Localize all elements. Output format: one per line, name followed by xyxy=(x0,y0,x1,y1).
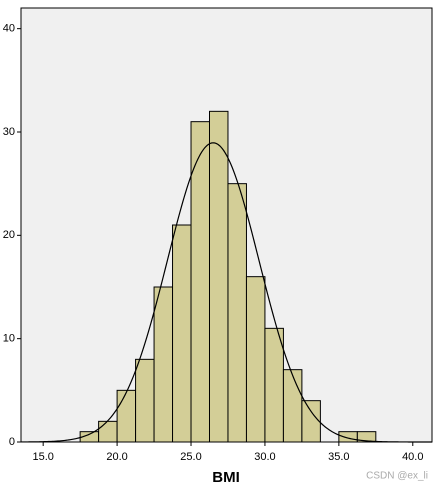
bar xyxy=(172,224,192,443)
y-tick-label: 10 xyxy=(3,333,15,345)
bar xyxy=(208,110,229,443)
x-tick-label: 15.0 xyxy=(32,451,53,463)
bar xyxy=(135,358,155,443)
x-tick-label: 30.0 xyxy=(254,451,275,463)
bar xyxy=(153,286,174,443)
bar xyxy=(264,327,284,443)
y-tick-label: 20 xyxy=(3,229,15,241)
y-tick-label: 30 xyxy=(3,126,15,138)
bar xyxy=(356,431,377,443)
y-tick-label: 0 xyxy=(9,436,15,448)
bar xyxy=(245,276,266,443)
y-tick-label: 40 xyxy=(3,23,15,35)
bar xyxy=(338,431,358,443)
x-tick-label: 20.0 xyxy=(106,451,127,463)
bar xyxy=(301,400,321,443)
bar xyxy=(116,389,137,443)
bar xyxy=(282,369,303,443)
x-axis-label: BMI xyxy=(212,469,240,486)
x-tick-label: 35.0 xyxy=(328,451,349,463)
bar xyxy=(227,183,247,443)
x-tick-label: 25.0 xyxy=(180,451,201,463)
normal-curve xyxy=(21,142,432,443)
bar xyxy=(98,420,118,443)
x-tick-label: 40.0 xyxy=(402,451,423,463)
watermark: CSDN @ex_li xyxy=(366,471,428,482)
